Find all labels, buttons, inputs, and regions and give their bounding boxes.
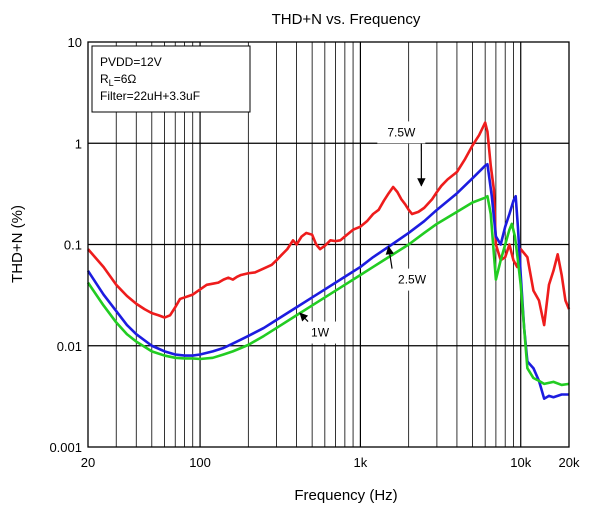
series-line-7-5w — [87, 121, 571, 327]
y-tick-label: 0.01 — [57, 339, 82, 354]
annotation-label: 1W — [311, 326, 330, 340]
annotations: 7.5W 2.5W 1W — [299, 121, 437, 344]
x-tick-label: 100 — [189, 455, 211, 470]
annotation-label: 7.5W — [387, 125, 416, 139]
chart-title: THD+N vs. Frequency — [272, 11, 421, 28]
x-tick-label: 1k — [354, 455, 368, 470]
x-axis-label: Frequency (Hz) — [294, 487, 397, 504]
series-line-1w — [86, 194, 570, 387]
y-axis-label: THD+N (%) — [9, 205, 26, 283]
x-tick-label: 20k — [559, 455, 580, 470]
legend-line: Filter=22uH+3.3uF — [100, 89, 200, 103]
plot-border — [87, 41, 570, 448]
legend-frame — [91, 45, 251, 113]
y-tick-label: 0.1 — [64, 238, 82, 253]
annotation-label-bg — [304, 321, 337, 344]
y-tick-label: 0.001 — [49, 440, 82, 455]
y-tick-label: 10 — [68, 35, 82, 50]
plot-frame — [87, 41, 570, 448]
annotation-label-bg — [388, 268, 437, 291]
x-tick-label: 20 — [81, 455, 95, 470]
series-lines — [86, 121, 571, 400]
annotation-arrow — [299, 312, 309, 322]
annotation-arrow — [385, 245, 394, 269]
legend-line: PVDD=12V — [100, 55, 162, 69]
legend-line: RL=6Ω — [100, 72, 136, 88]
y-tick-label: 1 — [75, 136, 82, 151]
tick-labels: 20 100 1k 10k 20k 0.001 0.01 0.1 1 10 — [49, 35, 580, 470]
annotation-label: 2.5W — [398, 273, 427, 287]
annotation-label-bg — [377, 121, 426, 144]
x-tick-label: 10k — [510, 455, 531, 470]
